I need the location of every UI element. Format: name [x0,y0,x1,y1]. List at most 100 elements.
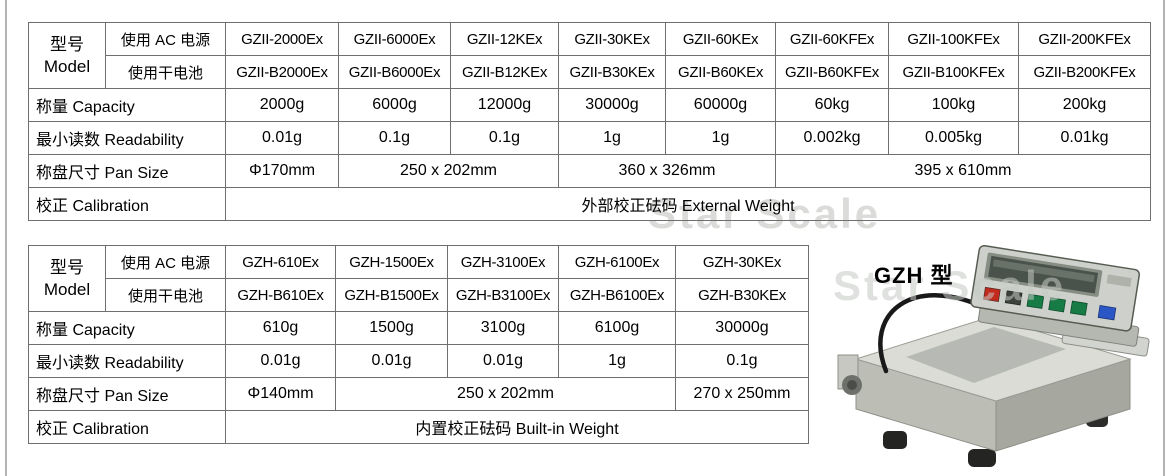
spec-value-cell: 360 x 326mm [558,154,776,188]
spec-value-cell: 1500g [335,311,448,345]
ac-model-cell: GZH-3100Ex [447,245,559,279]
battery-model-cell: GZII-B30KEx [558,55,666,89]
dark-button [1004,290,1023,306]
platform-foot [968,449,996,467]
spec-value-cell: 610g [225,311,336,345]
spec-value-cell: 395 x 610mm [775,154,1151,188]
battery-model-cell: GZH-B1500Ex [335,278,448,312]
battery-model-cell: GZH-B30KEx [675,278,809,312]
battery-model-cell: GZH-B3100Ex [447,278,559,312]
spec-row: 最小读数 Readability 0.01g 0.01g 0.01g 1g 0.1g [28,344,809,378]
gzii-spec-table: 型号 Model 使用 AC 电源 GZII-2000Ex GZII-6000Ex GZI… [28,22,1151,221]
battery-label: 使用干电池 [105,55,226,89]
ac-model-cell: GZII-12KEx [450,22,559,56]
ac-power-label: 使用 AC 电源 [105,245,226,279]
photo-model-label: GZH 型 [874,263,954,288]
battery-model-cell: GZII-B60KFEx [775,55,889,89]
green-button [1026,293,1045,309]
ac-model-cell: GZII-30KEx [558,22,666,56]
spec-row: 称盘尺寸 Pan Size Φ170mm 250 x 202mm 360 x 326m… [28,154,1151,188]
ac-model-cell: GZII-60KEx [665,22,776,56]
green-button [1070,300,1088,316]
spec-value-cell: 0.005kg [888,121,1019,155]
ac-model-cell: GZII-6000Ex [338,22,451,56]
spec-row: 称盘尺寸 Pan Size Φ140mm 250 x 202mm 270 x 250m… [28,377,809,411]
brand-strip [1106,274,1132,288]
spec-value-cell: 2000g [225,88,339,122]
spec-value-cell: 0.01g [225,344,336,378]
battery-model-cell: GZII-B6000Ex [338,55,451,89]
spec-row: 校正 Calibration 内置校正砝码 Built-in Weight [28,410,809,444]
spec-value-cell: 12000g [450,88,559,122]
spec-value-cell: 270 x 250mm [675,377,809,411]
battery-label: 使用干电池 [105,278,226,312]
model-header-model_cn: 型号 [50,258,84,278]
spec-row-label: 校正 Calibration [28,187,226,221]
spec-value-cell: 6100g [558,311,676,345]
page-frame-left [5,0,7,476]
platform-foot [883,431,907,449]
model-header-model_en: Model [43,279,91,299]
gzh-spec-table: 型号 Model 使用 AC 电源 GZH-610Ex GZH-1500Ex GZH-31… [28,245,809,444]
gzh-scale-photo [837,244,1150,467]
spec-row-label: 称盘尺寸 Pan Size [28,154,226,188]
spec-row: 校正 Calibration 外部校正砝码 External Weight [28,187,1151,221]
battery-model-cell: GZII-B2000Ex [225,55,339,89]
spec-value-cell: 0.01g [447,344,559,378]
model-header-model_en: Model [43,56,91,76]
ac-model-cell: GZH-6100Ex [558,245,676,279]
ac-model-cell: GZII-200KFEx [1018,22,1151,56]
spec-row: 称量 Capacity 610g 1500g 3100g 6100g 30000g [28,311,809,345]
platform-top-pan [854,316,1132,402]
spec-value-cell: 0.1g [675,344,809,378]
spec-value-cell: 60000g [665,88,776,122]
spec-value-cell: 6000g [338,88,451,122]
battery-model-cell: GZII-B100KFEx [888,55,1019,89]
red-button [983,286,1001,303]
indicator-cable [878,293,991,374]
battery-model-cell: GZH-B610Ex [225,278,336,312]
spec-value-cell: 0.1g [450,121,559,155]
ac-model-cell: GZH-610Ex [225,245,336,279]
ac-power-label: 使用 AC 电源 [105,22,226,56]
indicator-head [970,244,1150,357]
spec-row-label: 最小读数 Readability [28,344,226,378]
spec-value-cell: 0.1g [338,121,451,155]
spec-row-label: 称盘尺寸 Pan Size [28,377,226,411]
spec-value-cell: 100kg [888,88,1019,122]
battery-model-cell: GZH-B6100Ex [558,278,676,312]
model-header-cell: 型号 Model [28,22,106,89]
spec-row-label: 称量 Capacity [28,88,226,122]
spec-value-cell: Φ170mm [225,154,339,188]
ac-model-cell: GZII-2000Ex [225,22,339,56]
battery-model-cell: GZII-B200KFEx [1018,55,1151,89]
spec-value-cell: 0.01g [225,121,339,155]
battery-model-cell: GZII-B12KEx [450,55,559,89]
spec-value-cell: 0.01kg [1018,121,1151,155]
lcd-glare [992,259,1095,283]
spec-row: 最小读数 Readability 0.01g 0.1g 0.1g 1g 1g 0.002kg… [28,121,1151,155]
ac-model-cell: GZII-60KFEx [775,22,889,56]
spec-value-cell: 30000g [558,88,666,122]
model-header-cell: 型号 Model [28,245,106,312]
spec-value-cell: 1g [665,121,776,155]
battery-model-cell: GZII-B60KEx [665,55,776,89]
spec-row-label: 最小读数 Readability [28,121,226,155]
spec-value-cell: 0.01g [335,344,448,378]
ac-model-cell: GZII-100KFEx [888,22,1019,56]
spec-value-cell: 200kg [1018,88,1151,122]
spec-value-cell: 1g [558,121,666,155]
spec-row-label: 称量 Capacity [28,311,226,345]
pan-reflection [906,327,1066,383]
spec-value-cell: 1g [558,344,676,378]
spec-value-cell: 30000g [675,311,809,345]
green-button [1048,297,1066,313]
spec-value-cell: 60kg [775,88,889,122]
model-header-model_cn: 型号 [50,35,84,55]
blue-button [1097,305,1117,321]
spec-row: 称量 Capacity 2000g 6000g 12000g 30000g 60000g 6… [28,88,1151,122]
spec-row-label: 校正 Calibration [28,410,226,444]
spec-value-cell: Φ140mm [225,377,336,411]
spec-value-cell: 外部校正砝码 External Weight [225,187,1151,221]
